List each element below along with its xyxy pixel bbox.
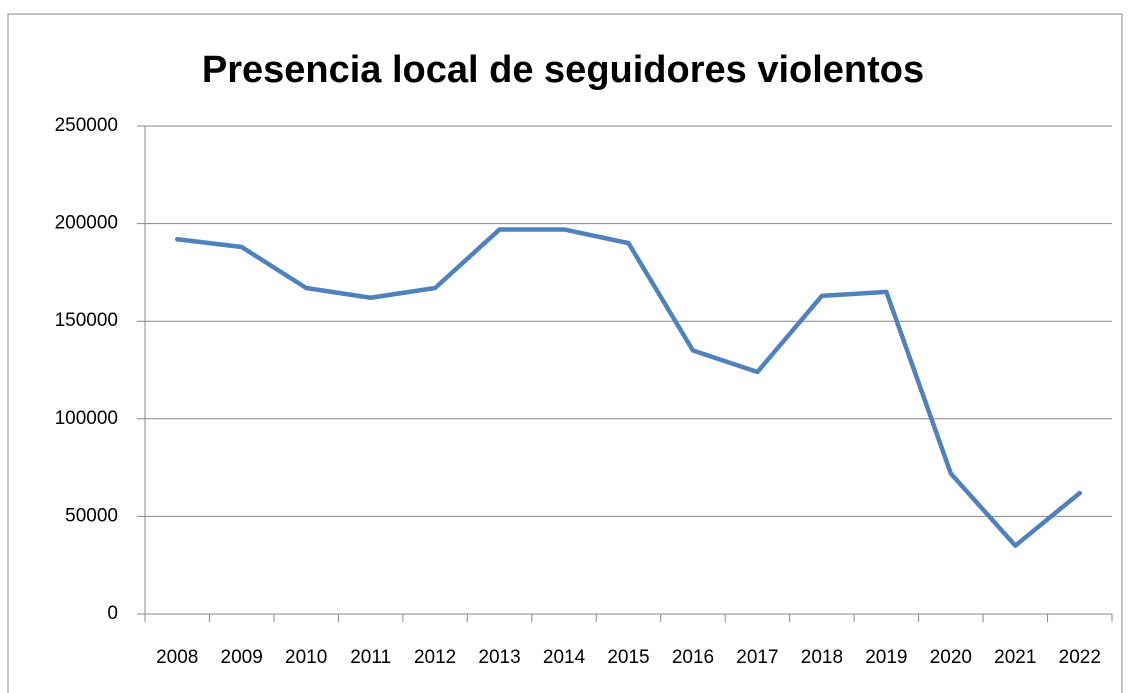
x-tick-label: 2016 [672,647,714,668]
x-tick-label: 2008 [156,647,198,668]
x-tick-label: 2020 [930,647,972,668]
x-tick-label: 2017 [736,647,778,668]
y-tick-label: 150000 [55,310,118,331]
x-tick-label: 2022 [1059,647,1101,668]
y-tick-label: 50000 [65,505,118,526]
y-tick-label: 0 [107,603,118,624]
line-series [174,227,1083,548]
x-tick-label: 2009 [221,647,263,668]
x-tick-label: 2012 [414,647,456,668]
x-tick-label: 2013 [478,647,520,668]
x-tick-label: 2011 [350,647,391,668]
x-tick-label: 2018 [801,647,843,668]
x-tick-label: 2019 [865,647,907,668]
x-tick-label: 2014 [543,647,586,668]
y-tick-label: 100000 [55,408,118,429]
y-tick-label: 200000 [55,213,118,234]
y-tick-label: 250000 [55,115,118,136]
x-tick-label: 2021 [994,647,1036,668]
x-tick-label: 2015 [607,647,649,668]
chart-title: Presencia local de seguidores violentos [202,49,924,91]
x-tick-label: 2010 [285,647,327,668]
chart-border [7,13,1123,693]
